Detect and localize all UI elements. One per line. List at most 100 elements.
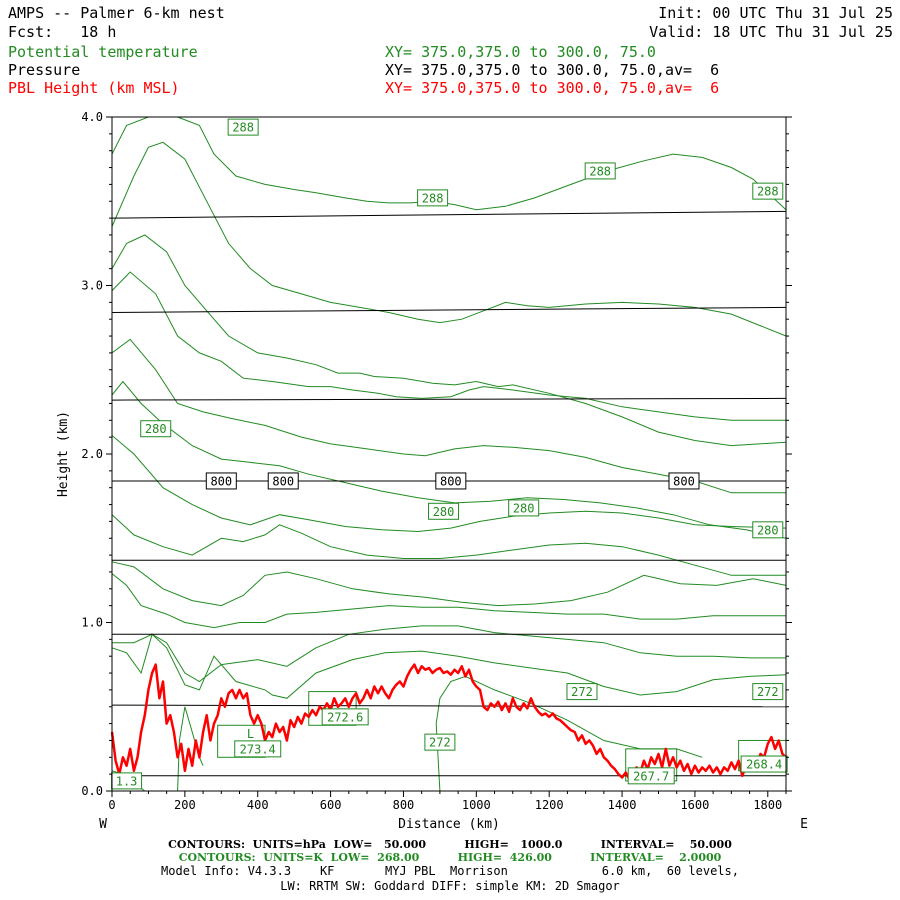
init-time: Init: 00 UTC Thu 31 Jul 25: [658, 4, 893, 22]
x-tick-label-200: 200: [174, 798, 196, 812]
svg-text:800: 800: [440, 474, 462, 488]
theta-contour-5: [111, 573, 786, 629]
theta-contour-15: [177, 116, 787, 211]
theta-label-11: 272.6: [321, 708, 369, 726]
theta-label-13: 267.7: [627, 767, 675, 785]
pressure-contour-600: [111, 210, 787, 219]
svg-text:288: 288: [422, 191, 444, 205]
theta-contour-8: [111, 435, 787, 533]
svg-text:272: 272: [571, 685, 593, 699]
theta-contour-7: [111, 514, 786, 576]
theta-label-5: 280: [428, 502, 460, 520]
valid-time: Valid: 18 UTC Thu 31 Jul 25: [649, 23, 893, 41]
x-tick-label-1000: 1000: [462, 798, 491, 812]
theta-label-4: 280: [140, 420, 172, 438]
svg-text:800: 800: [210, 474, 232, 488]
theta-contour-9: [111, 380, 787, 539]
x-tick-label-0: 0: [108, 798, 115, 812]
theta-contour-10: [111, 338, 786, 494]
y-tick-label-3.0: 3.0: [81, 279, 103, 293]
pbl-height-series: [110, 663, 787, 781]
chart-title: AMPS -- Palmer 6-km nest: [8, 4, 225, 22]
theta-contour-6: [111, 561, 787, 607]
theta-contour-11: [111, 271, 786, 421]
var-pressure-name: Pressure: [8, 61, 81, 79]
theta-label-8: 272: [566, 683, 598, 701]
plot-frame: [111, 116, 787, 792]
svg-text:280: 280: [145, 422, 167, 436]
theta-contours: [111, 116, 787, 792]
pbl-height-line: [110, 663, 787, 781]
x-tick-label-1600: 1600: [680, 798, 709, 812]
svg-text:272.6: 272.6: [327, 710, 363, 724]
pressure-contour-700: [111, 397, 787, 401]
footer-model-info: Model Info: V4.3.3 KF MYJ PBL Morrison 6…: [161, 864, 739, 878]
theta-contour-3: [111, 633, 787, 699]
svg-text:L: L: [247, 727, 254, 741]
svg-text:288: 288: [232, 121, 254, 135]
y-tick-label-0.0: 0.0: [81, 784, 103, 798]
forecast-hour: Fcst: 18 h: [8, 23, 117, 41]
svg-text:272: 272: [757, 685, 779, 699]
theta-label-3: 288: [752, 182, 784, 200]
svg-text:268.4: 268.4: [746, 758, 782, 772]
x-tick-label-600: 600: [320, 798, 342, 812]
pressure-label-2: 800: [435, 472, 467, 490]
svg-text:267.7: 267.7: [633, 769, 669, 783]
pressure-label-0: 800: [205, 472, 237, 490]
var-pressure-xy: XY= 375.0,375.0 to 300.0, 75.0,av= 6: [385, 61, 720, 79]
var-pbl-xy: XY= 375.0,375.0 to 300.0, 75.0,av= 6: [385, 79, 720, 97]
axes: 0 200 400 600 800 1000 1200 1400 1600 1800 0.0 1.0 2…: [81, 110, 792, 812]
y-axis-label: Height (km): [56, 411, 71, 497]
var-theta-xy: XY= 375.0,375.0 to 300.0, 75.0: [385, 43, 656, 61]
svg-text:280: 280: [513, 501, 535, 515]
theta-label-14: 268.4: [740, 755, 788, 773]
svg-text:800: 800: [272, 474, 294, 488]
theta-label-0: 288: [227, 118, 259, 136]
footer-physics-info: LW: RRTM SW: Goddard DIFF: simple KM: 2D…: [280, 879, 620, 893]
svg-text:288: 288: [757, 185, 779, 199]
theta-label-15: L: [247, 727, 254, 741]
x-tick-label-800: 800: [393, 798, 415, 812]
theta-contour-4: [112, 625, 786, 683]
footer-theta-contours: CONTOURS: UNITS=K LOW= 268.00 HIGH= 426.…: [178, 851, 722, 864]
theta-label-1: 288: [417, 189, 449, 207]
svg-text:273.4: 273.4: [240, 742, 276, 756]
y-tick-label-2.0: 2.0: [81, 447, 103, 461]
var-theta-name: Potential temperature: [8, 43, 198, 61]
svg-text:272: 272: [429, 736, 451, 750]
y-tick-label-4.0: 4.0: [81, 110, 103, 124]
pressure-label-3: 800: [668, 472, 700, 490]
y-tick-label-1.0: 1.0: [81, 616, 103, 630]
pressure-contour-900: [111, 704, 787, 708]
svg-text:288: 288: [589, 164, 611, 178]
svg-text:280: 280: [433, 505, 455, 519]
contour-labels: 288 288 288 288 280 280 280 280 272 272 272 272.6 27…: [111, 118, 788, 790]
pressure-contours: [111, 210, 787, 777]
theta-label-16: 1.3: [111, 772, 143, 790]
theta-label-10: 272: [424, 733, 456, 751]
pressure-label-1: 800: [267, 472, 299, 490]
x-tick-label-1800: 1800: [753, 798, 782, 812]
west-label: W: [99, 817, 107, 832]
theta-label-9: 272: [752, 683, 784, 701]
svg-text:800: 800: [673, 474, 695, 488]
pressure-contour-650: [111, 306, 787, 313]
svg-text:1.3: 1.3: [116, 774, 138, 788]
x-tick-label-400: 400: [247, 798, 269, 812]
x-tick-label-1400: 1400: [608, 798, 637, 812]
theta-label-7: 280: [752, 521, 784, 539]
x-axis-label: Distance (km): [398, 817, 500, 832]
x-tick-label-1200: 1200: [535, 798, 564, 812]
svg-text:280: 280: [757, 523, 779, 537]
theta-label-2: 288: [584, 162, 616, 180]
theta-contour-12: [111, 234, 787, 447]
theta-contour-14: [111, 116, 149, 155]
footer-pressure-contours: CONTOURS: UNITS=hPa LOW= 50.000 HIGH= 10…: [168, 838, 732, 851]
theta-label-12: 273.4: [234, 740, 282, 758]
theta-contour-13: [111, 141, 787, 337]
east-label: E: [800, 817, 808, 832]
var-pbl-name: PBL Height (km MSL): [8, 79, 180, 97]
theta-label-6: 280: [508, 499, 540, 517]
